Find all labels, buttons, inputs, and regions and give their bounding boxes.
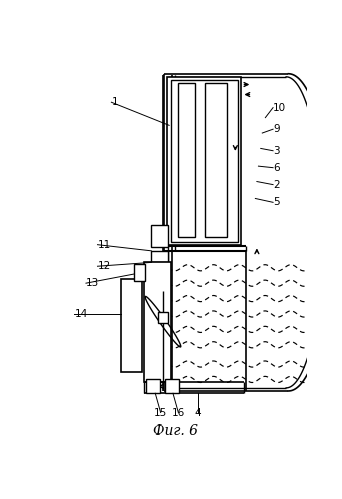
Bar xyxy=(165,379,179,393)
Bar xyxy=(167,77,241,245)
Text: 5: 5 xyxy=(273,197,280,207)
Bar xyxy=(152,251,168,262)
Text: 13: 13 xyxy=(86,278,99,288)
Text: 3: 3 xyxy=(273,146,280,156)
Text: Фиг. 6: Фиг. 6 xyxy=(153,424,198,438)
Text: 2: 2 xyxy=(273,180,280,190)
Text: 14: 14 xyxy=(75,309,88,319)
Bar xyxy=(134,264,145,281)
Bar xyxy=(152,226,168,247)
Bar xyxy=(121,279,142,372)
Text: 16: 16 xyxy=(172,408,185,418)
Bar xyxy=(146,379,160,393)
Text: 12: 12 xyxy=(97,261,111,271)
Text: 10: 10 xyxy=(273,103,286,113)
Bar xyxy=(205,83,227,237)
Text: 6: 6 xyxy=(273,163,280,173)
Text: 4: 4 xyxy=(194,408,201,418)
Bar xyxy=(171,80,238,242)
Text: 9: 9 xyxy=(273,124,280,134)
Bar xyxy=(158,312,168,323)
Bar xyxy=(177,83,195,237)
Bar xyxy=(144,262,171,382)
Text: 15: 15 xyxy=(154,408,167,418)
Text: 1: 1 xyxy=(111,97,118,107)
Text: 11: 11 xyxy=(97,240,111,250)
